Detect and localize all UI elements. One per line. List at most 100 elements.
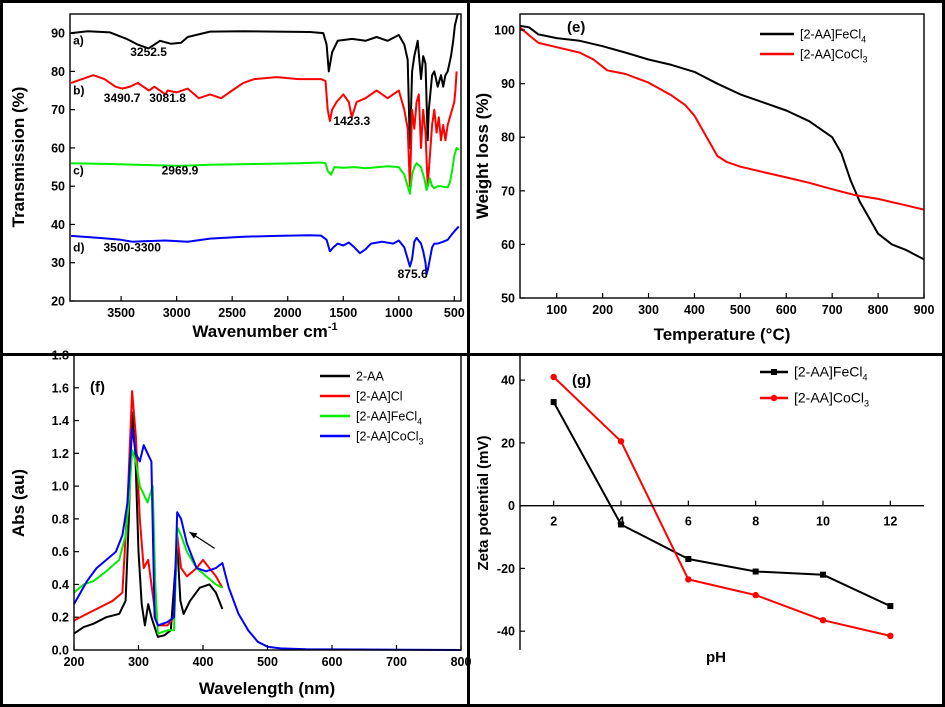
y-tick-label-a-1: 30: [51, 256, 65, 270]
y-tick-label-f-6: 1.2: [52, 447, 69, 461]
data-point-g-0-4: [820, 571, 826, 578]
x-tick-label-f-0: 200: [64, 655, 85, 669]
y-tick-label-e-2: 70: [501, 184, 515, 198]
y-tick-label-a-3: 50: [51, 180, 65, 194]
data-point-g-0-5: [887, 603, 894, 610]
x-tick-label-f-6: 800: [451, 655, 472, 669]
data-point-g-0-2: [685, 555, 692, 562]
x-axis-title-f: Wavelength (nm): [199, 679, 335, 698]
chart-e: 100 200 300 400 500 600 700 800 900 50 60 70 80 90 100…: [473, 13, 935, 344]
series-label-a-1: b): [73, 83, 84, 97]
y-tick-label-a-0: 20: [51, 295, 65, 309]
data-point-g-0-1: [618, 521, 624, 528]
x-axis-title-e: Temperature (°C): [654, 325, 791, 344]
x-tick-label-e-8: 900: [914, 303, 935, 317]
legend-label-subscript-f-2: 4: [417, 417, 422, 427]
x-tick-label-e-4: 500: [730, 303, 751, 317]
y-tick-label-f-4: 0.8: [52, 512, 69, 526]
series-label-a-2: c): [73, 164, 84, 178]
legend-label-f-0: 2-AA: [356, 370, 384, 384]
series-line-a-2: [71, 146, 460, 195]
x-axis-title-a: Wavenumber cm-1: [192, 321, 337, 341]
y-tick-label-g-3: 20: [501, 436, 515, 450]
x-tick-label-a-6: 500: [444, 306, 465, 320]
data-point-g-1-1: [617, 438, 625, 445]
x-tick-label-g-5: 12: [883, 515, 897, 529]
x-tick-label-e-2: 300: [638, 303, 659, 317]
y-tick-label-e-1: 60: [501, 238, 515, 252]
x-tick-label-e-6: 700: [822, 303, 843, 317]
legend-label-subscript-f-3: 3: [419, 437, 424, 447]
y-tick-label-g-4: 40: [501, 374, 515, 388]
panel-e-background: [470, 3, 942, 353]
legend-label-subscript-e-0: 4: [861, 35, 866, 45]
panel-a-background: [3, 3, 467, 353]
series-line-f-3: [73, 427, 462, 651]
legend-label-e-1: [2-AA]CoCl3: [800, 48, 868, 65]
y-tick-label-g-0: -40: [497, 625, 515, 639]
y-axis-title-e: Weight loss (%): [473, 93, 492, 219]
y-axis-title-f: Abs (au): [9, 469, 28, 537]
legend-label-e-0: [2-AA]FeCl4: [800, 28, 866, 45]
series-line-f-2: [73, 449, 223, 635]
data-point-g-0-3: [752, 568, 759, 575]
plot-frame-a: [69, 13, 462, 302]
panel-label-f: (f): [90, 379, 105, 396]
x-axis-title-superscript-a: -1: [328, 321, 338, 333]
legend-label-g-0: [2-AA]FeCl4: [794, 364, 867, 383]
legend-label-subscript-g-0: 4: [862, 373, 867, 383]
trend-arrow-head-f: [189, 532, 198, 539]
chart-a: a) b) c) d) 3500 3000 2500 2000 1500 1000 500 20 30 4…: [9, 13, 465, 341]
y-tick-label-f-1: 0.2: [52, 611, 69, 625]
x-tick-label-g-1: 4: [618, 515, 625, 529]
peak-annotation-a-6: 875.6: [398, 267, 428, 281]
y-axis-title-g: Zeta potential (mV): [475, 435, 492, 570]
peak-annotation-a-1: 3490.7: [104, 91, 141, 105]
x-tick-label-e-5: 600: [776, 303, 797, 317]
legend-label-f-3: [2-AA]CoCl3: [356, 430, 424, 447]
series-line-e-0: [519, 24, 925, 261]
y-tick-label-a-6: 80: [51, 65, 65, 79]
legend-label-subscript-e-1: 3: [863, 55, 868, 65]
panel-f-background: [3, 356, 467, 704]
x-tick-label-f-1: 300: [128, 655, 149, 669]
panel-g-background: [470, 356, 942, 704]
peak-annotation-a-4: 2969.9: [162, 164, 199, 178]
x-tick-label-e-3: 400: [684, 303, 705, 317]
x-tick-label-e-1: 200: [592, 303, 613, 317]
x-tick-label-f-3: 500: [257, 655, 278, 669]
x-tick-label-a-4: 1500: [329, 306, 357, 320]
y-tick-label-a-2: 40: [51, 218, 65, 232]
y-tick-label-g-1: -20: [497, 562, 515, 576]
y-axis-title-a: Transmission (%): [9, 87, 28, 228]
series-label-a-3: d): [73, 240, 84, 254]
data-point-g-1-2: [685, 576, 692, 583]
x-tick-label-a-1: 3000: [163, 306, 191, 320]
chart-g: 2 4 6 8 10 12 -40 -20 0 20 40 pH Zeta potential (mV)…: [475, 355, 924, 666]
y-tick-label-a-5: 70: [51, 103, 65, 117]
data-point-g-0-0: [550, 399, 557, 406]
y-tick-label-f-0: 0.0: [52, 644, 69, 658]
peak-annotation-a-0: 3252.5: [130, 45, 167, 59]
series-line-e-1: [519, 26, 925, 211]
legend-label-f-2: [2-AA]FeCl4: [356, 410, 422, 427]
legend-marker-g-1: [770, 394, 778, 402]
series-line-a-1: [70, 71, 458, 188]
y-tick-label-e-5: 100: [494, 24, 515, 38]
x-tick-label-f-5: 700: [386, 655, 407, 669]
series-line-g-1: [553, 376, 891, 637]
y-tick-label-a-4: 60: [51, 141, 65, 155]
data-point-g-1-4: [819, 616, 827, 624]
y-tick-label-f-8: 1.6: [52, 381, 69, 395]
x-tick-label-g-3: 8: [752, 515, 759, 529]
panel-label-e: (e): [567, 19, 585, 36]
series-line-a-3: [71, 225, 460, 276]
panel-label-g: (g): [572, 372, 591, 389]
series-label-a-0: a): [73, 34, 84, 48]
x-tick-label-e-0: 100: [546, 303, 567, 317]
legend-marker-g-0: [771, 369, 777, 375]
y-tick-label-f-9: 1.8: [52, 349, 69, 363]
x-tick-label-f-2: 400: [193, 655, 214, 669]
